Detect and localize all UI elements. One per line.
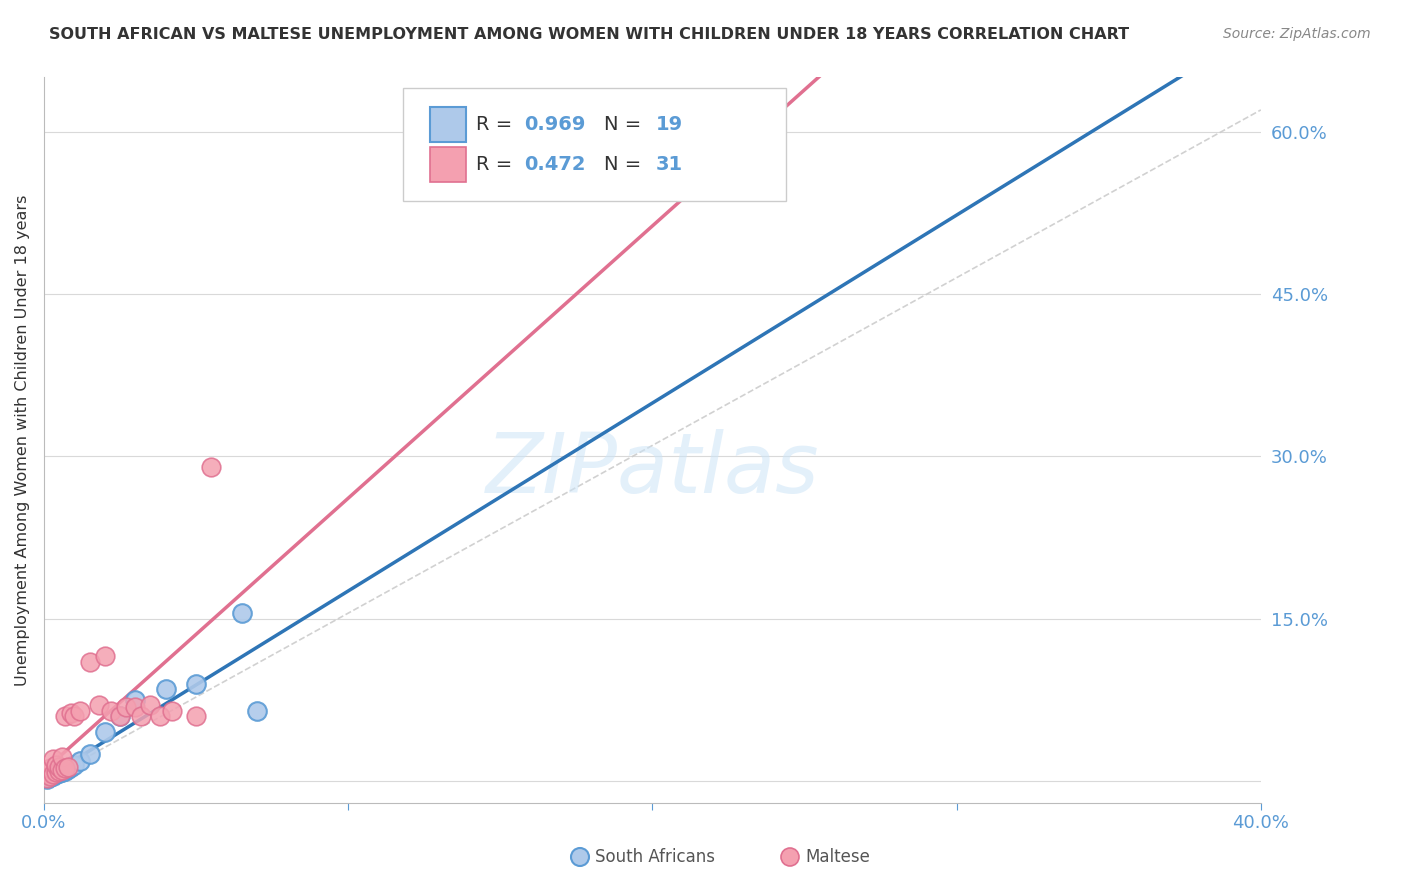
Text: Maltese: Maltese [806,848,870,866]
Point [48,760,70,774]
Point [51,765,73,780]
Point [231,606,253,620]
FancyBboxPatch shape [430,107,467,142]
Point [93,725,115,739]
Point [48,766,70,780]
Text: 0.969: 0.969 [524,115,586,134]
Point [53,761,76,775]
Text: R =: R = [475,155,519,174]
Text: N =: N = [603,155,647,174]
Point [51,750,73,764]
Point [100,704,122,718]
Point [69,755,91,769]
Text: R =: R = [475,115,519,134]
FancyBboxPatch shape [404,88,786,201]
Point [139,698,162,713]
Point [60,760,83,774]
Point [35,772,58,786]
Point [155,681,177,696]
Text: 31: 31 [657,155,683,174]
Point [45,765,67,780]
Point [108,709,131,723]
Point [124,700,146,714]
Text: ZIPatlas: ZIPatlas [485,428,820,509]
Point [51,763,73,777]
Point [108,709,131,723]
Point [58,762,80,776]
Point [60,706,83,720]
Point [39,768,62,782]
Point [35,765,58,780]
Point [53,764,76,779]
Point [39,761,62,775]
Text: 19: 19 [657,115,683,134]
Point [48,764,70,779]
Point [200,460,222,475]
Text: 0.472: 0.472 [524,155,586,174]
Circle shape [571,848,589,866]
Point [42,767,65,781]
Point [53,709,76,723]
Point [184,709,207,723]
Point [39,770,62,784]
Text: South Africans: South Africans [595,848,716,866]
Point [93,649,115,664]
Point [160,704,183,718]
Point [87,698,110,713]
Point [42,752,65,766]
Point [184,676,207,690]
Point [69,704,91,718]
Point [129,709,152,723]
Point [79,655,101,669]
Circle shape [780,848,799,866]
Point [58,760,80,774]
Point [63,757,86,772]
Text: N =: N = [603,115,647,134]
Point [124,693,146,707]
Point [79,747,101,761]
Point [45,757,67,772]
Point [35,771,58,785]
Point [115,700,138,714]
Text: SOUTH AFRICAN VS MALTESE UNEMPLOYMENT AMONG WOMEN WITH CHILDREN UNDER 18 YEARS C: SOUTH AFRICAN VS MALTESE UNEMPLOYMENT AM… [49,27,1129,42]
Point [42,768,65,782]
Point [246,704,269,718]
Text: Source: ZipAtlas.com: Source: ZipAtlas.com [1223,27,1371,41]
FancyBboxPatch shape [430,147,467,182]
Point [148,709,170,723]
Point [63,709,86,723]
Y-axis label: Unemployment Among Women with Children Under 18 years: Unemployment Among Women with Children U… [15,194,30,686]
Point [45,767,67,781]
